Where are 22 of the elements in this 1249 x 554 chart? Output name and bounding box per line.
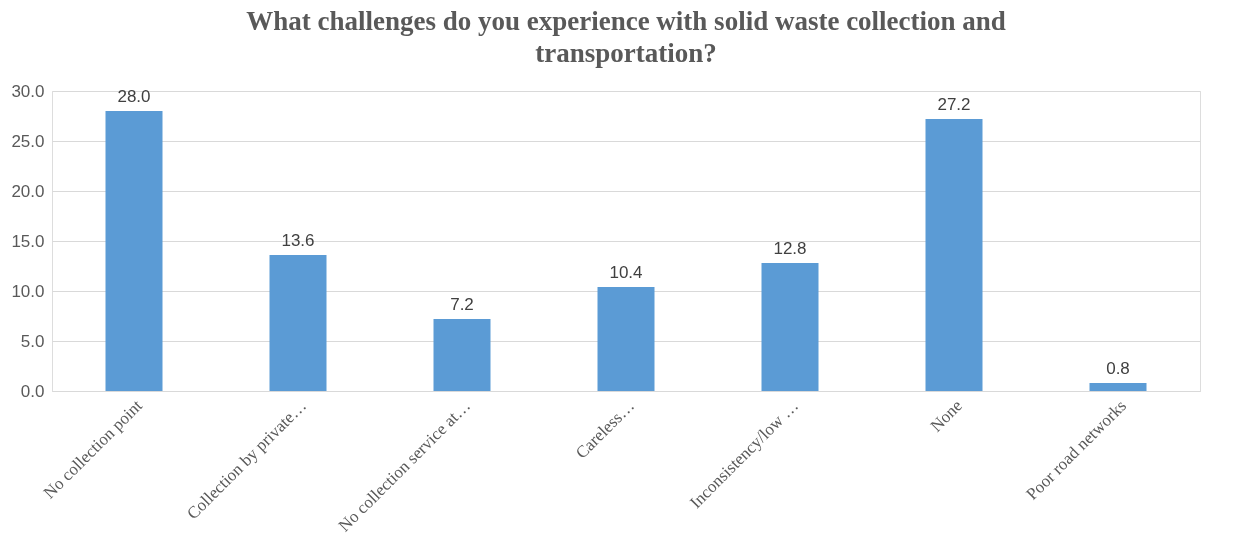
- bar: [269, 255, 327, 391]
- data-label: 0.8: [1106, 359, 1130, 378]
- data-label: 28.0: [117, 87, 151, 106]
- data-label: 27.2: [937, 95, 971, 114]
- y-tick-label: 25.0: [11, 131, 45, 151]
- bar: [761, 263, 819, 391]
- bar: [925, 119, 983, 391]
- y-tick-label: 0.0: [20, 381, 45, 401]
- y-tick-label: 30.0: [11, 81, 45, 101]
- y-tick-label: 20.0: [11, 181, 45, 201]
- y-tick-label: 15.0: [11, 231, 45, 251]
- bar: [597, 287, 655, 391]
- y-tick-label: 5.0: [20, 331, 45, 351]
- bar: [1089, 383, 1147, 391]
- data-label: 13.6: [281, 231, 315, 250]
- chart-title: What challenges do you experience with solid waste collection and transportation?: [246, 6, 1006, 68]
- data-label: 10.4: [609, 263, 643, 282]
- bar: [433, 319, 491, 391]
- bar: [105, 111, 163, 391]
- data-label: 7.2: [450, 295, 474, 314]
- data-label: 12.8: [773, 239, 807, 258]
- y-tick-label: 10.0: [11, 281, 45, 301]
